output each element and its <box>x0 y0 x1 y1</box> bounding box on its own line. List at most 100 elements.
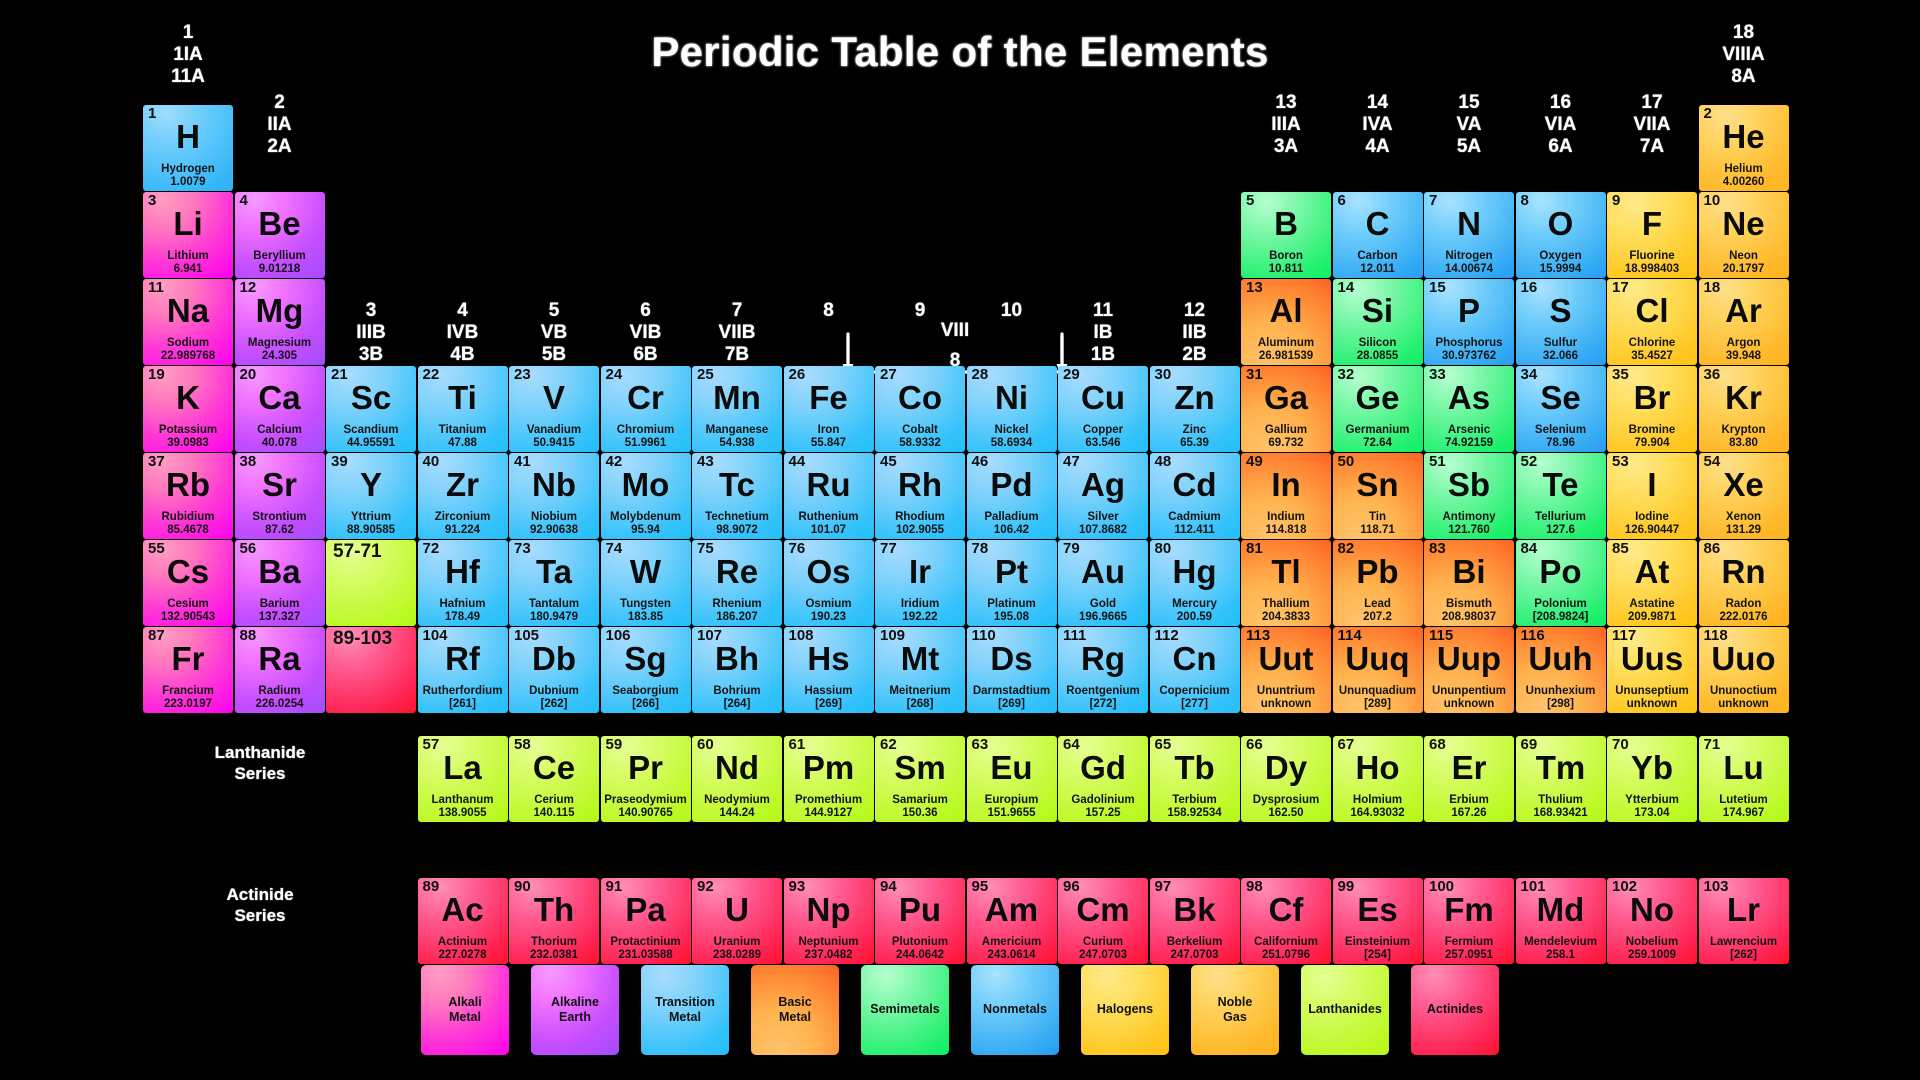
element-cell-Sm[interactable]: 62 Sm Samarium 150.36 <box>875 736 965 822</box>
element-cell-Md[interactable]: 101 Md Mendelevium 258.1 <box>1515 878 1606 964</box>
legend-item-halogen[interactable]: Halogens <box>1081 965 1169 1055</box>
element-cell-Fr[interactable]: 87 Fr Francium 223.0197 <box>143 627 233 713</box>
element-cell-Tb[interactable]: 65 Tb Terbium 158.92534 <box>1149 736 1240 822</box>
element-cell-Bi[interactable]: 83 Bi Bismuth 208.98037 <box>1424 540 1514 626</box>
legend-item-nonmetal[interactable]: Nonmetals <box>971 965 1059 1055</box>
element-cell-Te[interactable]: 52 Te Tellurium 127.6 <box>1515 453 1606 539</box>
element-cell-Mn[interactable]: 25 Mn Manganese 54.938 <box>692 366 782 452</box>
element-cell-Os[interactable]: 76 Os Osmium 190.23 <box>783 540 874 626</box>
element-cell-Pm[interactable]: 61 Pm Promethium 144.9127 <box>783 736 874 822</box>
element-cell-Sg[interactable]: 106 Sg Seaborgium [266] <box>600 627 691 713</box>
element-cell-Cu[interactable]: 29 Cu Copper 63.546 <box>1058 366 1148 452</box>
element-cell-Rh[interactable]: 45 Rh Rhodium 102.9055 <box>875 453 965 539</box>
element-cell-Yb[interactable]: 70 Yb Ytterbium 173.04 <box>1607 736 1697 822</box>
element-cell-Rb[interactable]: 37 Rb Rubidium 85.4678 <box>143 453 233 539</box>
element-cell-N[interactable]: 7 N Nitrogen 14.00674 <box>1424 192 1514 278</box>
element-cell-Sb[interactable]: 51 Sb Antimony 121.760 <box>1424 453 1514 539</box>
element-cell-Am[interactable]: 95 Am Americium 243.0614 <box>966 878 1057 964</box>
legend-item-transition[interactable]: Transition Metal <box>641 965 729 1055</box>
element-cell-P[interactable]: 15 P Phosphorus 30.973762 <box>1424 279 1514 365</box>
element-cell-Ds[interactable]: 110 Ds Darmstadtium [269] <box>966 627 1057 713</box>
element-cell-He[interactable]: 2 He Helium 4.00260 <box>1698 105 1789 191</box>
element-cell-Tm[interactable]: 69 Tm Thulium 168.93421 <box>1515 736 1606 822</box>
element-cell-Bk[interactable]: 97 Bk Berkelium 247.0703 <box>1149 878 1240 964</box>
element-cell-Rn[interactable]: 86 Rn Radon 222.0176 <box>1698 540 1789 626</box>
element-cell-Nd[interactable]: 60 Nd Neodymium 144.24 <box>692 736 782 822</box>
element-cell-V[interactable]: 23 V Vanadium 50.9415 <box>509 366 599 452</box>
element-cell-Lu[interactable]: 71 Lu Lutetium 174.967 <box>1698 736 1789 822</box>
element-cell-Hg[interactable]: 80 Hg Mercury 200.59 <box>1149 540 1240 626</box>
element-cell-Ni[interactable]: 28 Ni Nickel 58.6934 <box>966 366 1057 452</box>
element-cell-Pr[interactable]: 59 Pr Praseodymium 140.90765 <box>600 736 691 822</box>
element-cell-Ag[interactable]: 47 Ag Silver 107.8682 <box>1058 453 1148 539</box>
element-cell-Ce[interactable]: 58 Ce Cerium 140.115 <box>509 736 599 822</box>
element-cell-Sn[interactable]: 50 Sn Tin 118.71 <box>1332 453 1423 539</box>
element-cell-Nb[interactable]: 41 Nb Niobium 92.90638 <box>509 453 599 539</box>
legend-item-actinide[interactable]: Actinides <box>1411 965 1499 1055</box>
element-cell-Li[interactable]: 3 Li Lithium 6.941 <box>143 192 233 278</box>
legend-item-lanthanide[interactable]: Lanthanides <box>1301 965 1389 1055</box>
element-cell-Rg[interactable]: 111 Rg Roentgenium [272] <box>1058 627 1148 713</box>
element-cell-Hs[interactable]: 108 Hs Hassium [269] <box>783 627 874 713</box>
legend-item-alkali[interactable]: Alkali Metal <box>421 965 509 1055</box>
element-cell-Uus[interactable]: 117 Uus Ununseptium unknown <box>1607 627 1697 713</box>
element-cell-Fe[interactable]: 26 Fe Iron 55.847 <box>783 366 874 452</box>
element-cell-Db[interactable]: 105 Db Dubnium [262] <box>509 627 599 713</box>
element-cell-Y[interactable]: 39 Y Yttrium 88.90585 <box>326 453 416 539</box>
element-cell-Rf[interactable]: 104 Rf Rutherfordium [261] <box>417 627 508 713</box>
element-cell-Tl[interactable]: 81 Tl Thallium 204.3833 <box>1241 540 1331 626</box>
element-cell-Mg[interactable]: 12 Mg Magnesium 24.305 <box>234 279 325 365</box>
element-cell-Sr[interactable]: 38 Sr Strontium 87.62 <box>234 453 325 539</box>
element-cell-Ta[interactable]: 73 Ta Tantalum 180.9479 <box>509 540 599 626</box>
element-cell-Ir[interactable]: 77 Ir Iridium 192.22 <box>875 540 965 626</box>
element-cell-Ru[interactable]: 44 Ru Ruthenium 101.07 <box>783 453 874 539</box>
element-cell-Er[interactable]: 68 Er Erbium 167.26 <box>1424 736 1514 822</box>
element-cell-Np[interactable]: 93 Np Neptunium 237.0482 <box>783 878 874 964</box>
element-cell-Cm[interactable]: 96 Cm Curium 247.0703 <box>1058 878 1148 964</box>
element-cell-Pb[interactable]: 82 Pb Lead 207.2 <box>1332 540 1423 626</box>
element-cell-Hf[interactable]: 72 Hf Hafnium 178.49 <box>417 540 508 626</box>
element-cell-Co[interactable]: 27 Co Cobalt 58.9332 <box>875 366 965 452</box>
element-cell-Uup[interactable]: 115 Uup Ununpentium unknown <box>1424 627 1514 713</box>
element-cell-Ga[interactable]: 31 Ga Gallium 69.732 <box>1241 366 1331 452</box>
element-cell-Ra[interactable]: 88 Ra Radium 226.0254 <box>234 627 325 713</box>
element-cell-Sc[interactable]: 21 Sc Scandium 44.95591 <box>326 366 416 452</box>
element-cell-Cs[interactable]: 55 Cs Cesium 132.90543 <box>143 540 233 626</box>
element-cell-Po[interactable]: 84 Po Polonium [208.9824] <box>1515 540 1606 626</box>
element-cell-Ac[interactable]: 89 Ac Actinium 227.0278 <box>417 878 508 964</box>
element-cell-Mt[interactable]: 109 Mt Meitnerium [268] <box>875 627 965 713</box>
element-cell-Ca[interactable]: 20 Ca Calcium 40.078 <box>234 366 325 452</box>
element-cell-Uuh[interactable]: 116 Uuh Ununhexium [298] <box>1515 627 1606 713</box>
element-cell-O[interactable]: 8 O Oxygen 15.9994 <box>1515 192 1606 278</box>
element-cell-Es[interactable]: 99 Es Einsteinium [254] <box>1332 878 1423 964</box>
element-cell-Tc[interactable]: 43 Tc Technetium 98.9072 <box>692 453 782 539</box>
element-cell-W[interactable]: 74 W Tungsten 183.85 <box>600 540 691 626</box>
element-cell-Pa[interactable]: 91 Pa Protactinium 231.03588 <box>600 878 691 964</box>
element-cell-B[interactable]: 5 B Boron 10.811 <box>1241 192 1331 278</box>
element-cell-Dy[interactable]: 66 Dy Dysprosium 162.50 <box>1241 736 1331 822</box>
element-cell-Cd[interactable]: 48 Cd Cadmium 112.411 <box>1149 453 1240 539</box>
element-cell-Re[interactable]: 75 Re Rhenium 186.207 <box>692 540 782 626</box>
element-cell-Zr[interactable]: 40 Zr Zirconium 91.224 <box>417 453 508 539</box>
element-cell-Ar[interactable]: 18 Ar Argon 39.948 <box>1698 279 1789 365</box>
element-cell-Si[interactable]: 14 Si Silicon 28.0855 <box>1332 279 1423 365</box>
element-cell-Ge[interactable]: 32 Ge Germanium 72.64 <box>1332 366 1423 452</box>
element-cell-Th[interactable]: 90 Th Thorium 232.0381 <box>509 878 599 964</box>
element-cell-Ti[interactable]: 22 Ti Titanium 47.88 <box>417 366 508 452</box>
element-cell-Pd[interactable]: 46 Pd Palladium 106.42 <box>966 453 1057 539</box>
element-cell-Ba[interactable]: 56 Ba Barium 137.327 <box>234 540 325 626</box>
legend-item-alkaline[interactable]: Alkaline Earth <box>531 965 619 1055</box>
legend-item-semimetal[interactable]: Semimetals <box>861 965 949 1055</box>
element-cell-Na[interactable]: 11 Na Sodium 22.989768 <box>143 279 233 365</box>
element-cell-Zn[interactable]: 30 Zn Zinc 65.39 <box>1149 366 1240 452</box>
element-cell-Uuq[interactable]: 114 Uuq Ununquadium [289] <box>1332 627 1423 713</box>
element-cell-Gd[interactable]: 64 Gd Gadolinium 157.25 <box>1058 736 1148 822</box>
element-cell-H[interactable]: 1 H Hydrogen 1.0079 <box>143 105 233 191</box>
element-cell-Eu[interactable]: 63 Eu Europium 151.9655 <box>966 736 1057 822</box>
element-cell-K[interactable]: 19 K Potassium 39.0983 <box>143 366 233 452</box>
element-cell-Lr[interactable]: 103 Lr Lawrencium [262] <box>1698 878 1789 964</box>
element-cell-Pu[interactable]: 94 Pu Plutonium 244.0642 <box>875 878 965 964</box>
element-cell-Ho[interactable]: 67 Ho Holmium 164.93032 <box>1332 736 1423 822</box>
element-cell-As[interactable]: 33 As Arsenic 74.92159 <box>1424 366 1514 452</box>
element-cell-Se[interactable]: 34 Se Selenium 78.96 <box>1515 366 1606 452</box>
